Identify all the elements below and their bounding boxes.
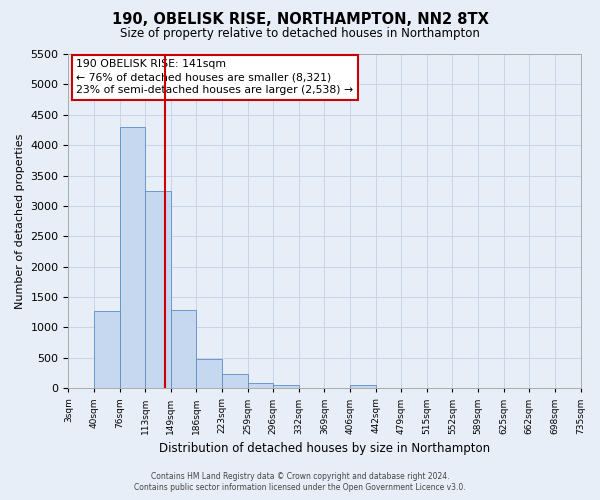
Bar	[94, 311, 119, 388]
Bar	[273, 384, 299, 388]
Text: 190 OBELISK RISE: 141sqm
← 76% of detached houses are smaller (8,321)
23% of sem: 190 OBELISK RISE: 141sqm ← 76% of detach…	[76, 59, 353, 96]
Text: Size of property relative to detached houses in Northampton: Size of property relative to detached ho…	[120, 28, 480, 40]
Y-axis label: Number of detached properties: Number of detached properties	[15, 134, 25, 309]
Bar	[222, 374, 248, 388]
Text: 190, OBELISK RISE, NORTHAMPTON, NN2 8TX: 190, OBELISK RISE, NORTHAMPTON, NN2 8TX	[112, 12, 488, 28]
Bar	[350, 384, 376, 388]
Bar	[171, 310, 196, 388]
X-axis label: Distribution of detached houses by size in Northampton: Distribution of detached houses by size …	[159, 442, 490, 455]
Bar	[119, 127, 145, 388]
Text: Contains HM Land Registry data © Crown copyright and database right 2024.
Contai: Contains HM Land Registry data © Crown c…	[134, 472, 466, 492]
Bar	[145, 190, 171, 388]
Bar	[196, 359, 222, 388]
Bar	[248, 383, 273, 388]
